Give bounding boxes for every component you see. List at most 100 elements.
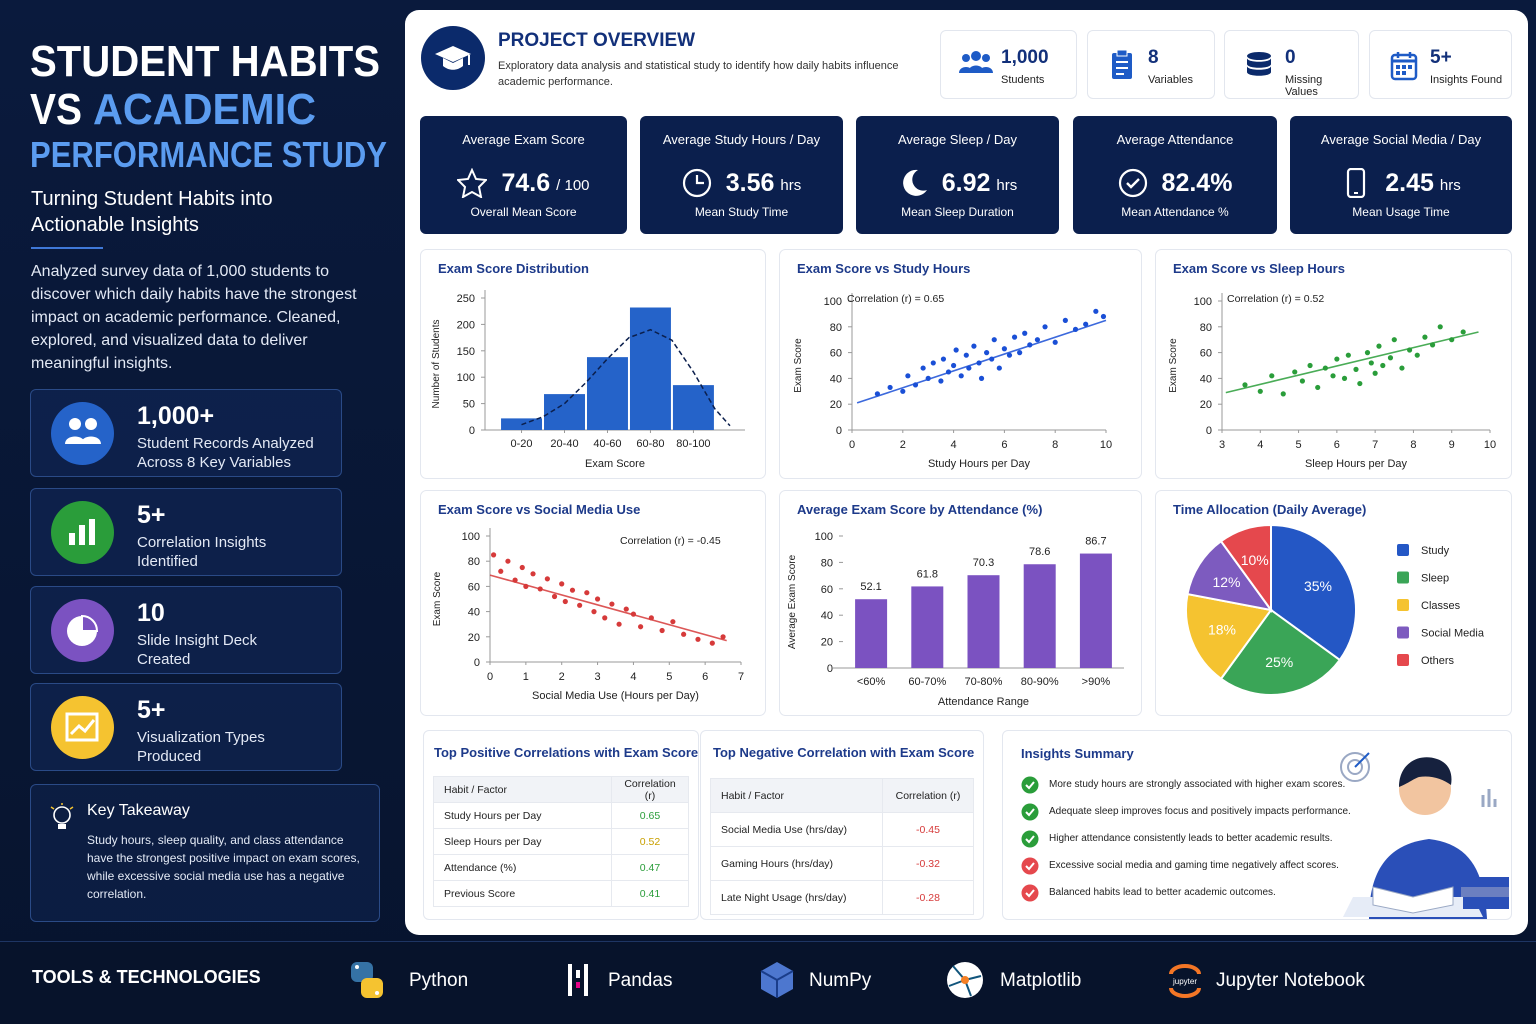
y-tick-label: 100 <box>824 296 842 308</box>
stat-card: 5+ Visualization Types Produced <box>30 683 342 771</box>
x-tick-label: 7 <box>1372 439 1378 451</box>
chart-card: Time Allocation (Daily Average) 35% Study 2… <box>1155 490 1512 716</box>
decoration <box>1025 781 1035 790</box>
habit-cell: Previous Score <box>433 880 612 907</box>
decoration <box>568 964 572 996</box>
table-row: Social Media Use (hrs/day) -0.45 <box>710 812 974 847</box>
legend-swatch <box>1397 544 1409 556</box>
stat-label-line: Produced <box>137 748 202 765</box>
overview-stat-value: 8 <box>1148 47 1159 68</box>
habit-cell: Gaming Hours (hrs/day) <box>710 846 883 881</box>
scatter-point <box>940 356 947 362</box>
kpi-title: Average Study Hours / Day <box>662 132 821 147</box>
kpi-unit: hrs <box>996 176 1018 194</box>
x-axis-label: Social Media Use (Hours per Day) <box>532 690 699 702</box>
habit-cell: Social Media Use (hrs/day) <box>710 812 883 847</box>
tool-name: Python <box>409 970 469 991</box>
y-tick-label: 250 <box>457 293 475 305</box>
y-tick-label: 80 <box>1200 322 1212 334</box>
decoration <box>1025 889 1035 898</box>
kpi-row: 2.45 hrs <box>1290 168 1512 198</box>
scatter-point <box>887 384 893 391</box>
chart-title: Exam Score vs Social Media Use <box>438 502 640 517</box>
stat-card: 5+ Correlation Insights Identified <box>30 488 342 576</box>
stat-glyph <box>69 519 95 545</box>
decoration <box>443 58 463 70</box>
y-axis-label: Exam Score <box>432 571 443 626</box>
overview-stat: 0 Missing Values <box>1224 30 1359 99</box>
scatter-point <box>1006 352 1013 358</box>
histogram-bar <box>629 307 671 430</box>
x-tick-label: <60% <box>857 676 886 688</box>
x-tick-label: 80-90% <box>1021 676 1059 688</box>
table-row: Sleep Hours per Day 0.52 <box>433 828 689 855</box>
legend-label: Classes <box>1421 600 1461 612</box>
y-tick-label: 40 <box>821 610 833 622</box>
y-tick-label: 0 <box>474 657 480 669</box>
decoration <box>65 436 101 444</box>
scatter-point <box>544 576 550 582</box>
stat-label: Correlation Insights Identified <box>137 533 266 571</box>
x-tick-label: 1 <box>523 671 529 683</box>
scatter-point <box>609 601 615 607</box>
chart-card: Exam Score vs Study Hours 0 20 40 60 80 100 0 2 4… <box>779 249 1142 479</box>
scatter-point <box>559 581 565 587</box>
decoration <box>1118 168 1147 198</box>
scatter-point <box>594 596 601 602</box>
scatter-point <box>1242 382 1248 388</box>
decoration <box>89 519 95 545</box>
x-tick-label: 0-20 <box>511 438 533 450</box>
stat-icon <box>51 696 114 759</box>
x-tick-label: 4 <box>1257 439 1263 451</box>
bar <box>1079 553 1112 668</box>
main-title: STUDENT HABITS VS ACADEMIC PERFORMANCE S… <box>30 37 387 170</box>
scatter-point <box>984 350 990 356</box>
decoration <box>1463 877 1509 887</box>
kpi-row: 3.56 hrs <box>640 168 843 198</box>
chart-card: Exam Score Distribution 0 50 100 150 200 250 0-… <box>420 249 766 479</box>
scatter-point <box>1391 337 1397 343</box>
decoration <box>1396 71 1400 75</box>
decoration <box>971 51 981 61</box>
stat-label-line: Across 8 Key Variables <box>137 454 291 471</box>
scatter-point <box>938 378 944 384</box>
tool-icon <box>568 964 588 996</box>
pie-label: 25% <box>1265 654 1293 670</box>
scatter-point <box>900 388 906 394</box>
value-label: 61.8 <box>917 568 938 580</box>
takeaway-title: Key Takeaway <box>87 802 190 819</box>
stat-card: 10 Slide Insight Deck Created <box>30 586 342 674</box>
tool-icon <box>760 962 794 998</box>
kpi-value: 82.4% <box>1161 168 1233 197</box>
title-line: PERFORMANCE STUDY <box>30 134 387 170</box>
decoration <box>1169 964 1201 998</box>
decoration <box>1372 886 1454 914</box>
scatter-point <box>1345 352 1351 358</box>
scatter-point <box>1372 370 1378 376</box>
legend-swatch <box>1397 571 1409 584</box>
x-tick-label: 2 <box>900 439 906 451</box>
table-title-text: Top Positive Correlations with Exam Scor… <box>434 745 699 760</box>
divider <box>31 247 103 249</box>
decoration <box>1125 178 1140 189</box>
decoration <box>361 978 383 998</box>
y-tick-label: 40 <box>830 373 842 385</box>
x-tick-label: 2 <box>559 671 565 683</box>
scatter-point <box>963 352 969 358</box>
scatter-point <box>1022 330 1028 336</box>
legend-swatch <box>1397 654 1409 666</box>
scatter-point <box>584 590 590 596</box>
y-tick-label: 80 <box>830 322 842 334</box>
kpi-icon <box>902 169 927 196</box>
insight-icon <box>1021 803 1039 821</box>
pie-slice <box>1185 592 1273 681</box>
y-tick-label: 0 <box>836 425 842 437</box>
insight-text: Higher attendance consistently leads to … <box>1049 833 1333 844</box>
stat-label: Slide Insight Deck Created <box>137 631 257 669</box>
scatter-point <box>1269 373 1275 379</box>
table: Habit / Factor Correlation (r) Social Medi… <box>710 778 974 915</box>
decoration <box>1247 58 1271 76</box>
chart-title: Exam Score vs Study Hours <box>797 261 970 276</box>
scatter-point <box>659 627 665 634</box>
table-title: Top Negative Correlation with Exam Score <box>713 744 974 762</box>
